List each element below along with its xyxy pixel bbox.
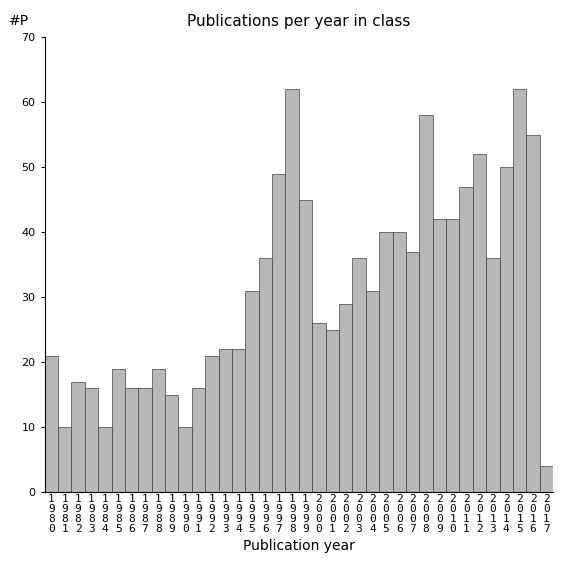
Bar: [58, 427, 71, 492]
Bar: [286, 89, 299, 492]
Bar: [420, 115, 433, 492]
Bar: [392, 232, 406, 492]
Title: Publications per year in class: Publications per year in class: [187, 14, 411, 29]
Bar: [353, 258, 366, 492]
Bar: [112, 369, 125, 492]
Bar: [125, 388, 138, 492]
Bar: [459, 187, 473, 492]
Bar: [526, 134, 540, 492]
Bar: [366, 291, 379, 492]
Bar: [272, 174, 286, 492]
Bar: [406, 252, 420, 492]
Text: #P: #P: [9, 14, 29, 28]
Bar: [179, 427, 192, 492]
Bar: [486, 258, 500, 492]
Bar: [259, 258, 272, 492]
Bar: [312, 323, 325, 492]
Bar: [45, 356, 58, 492]
Bar: [540, 466, 553, 492]
Bar: [205, 356, 219, 492]
Bar: [165, 395, 179, 492]
Bar: [98, 427, 112, 492]
Bar: [232, 349, 246, 492]
Bar: [446, 219, 459, 492]
Bar: [71, 382, 85, 492]
Bar: [246, 291, 259, 492]
Bar: [152, 369, 165, 492]
Bar: [379, 232, 392, 492]
X-axis label: Publication year: Publication year: [243, 539, 355, 553]
Bar: [513, 89, 526, 492]
Bar: [219, 349, 232, 492]
Bar: [473, 154, 486, 492]
Bar: [433, 219, 446, 492]
Bar: [339, 303, 353, 492]
Bar: [299, 200, 312, 492]
Bar: [325, 329, 339, 492]
Bar: [85, 388, 98, 492]
Bar: [138, 388, 152, 492]
Bar: [500, 167, 513, 492]
Bar: [192, 388, 205, 492]
